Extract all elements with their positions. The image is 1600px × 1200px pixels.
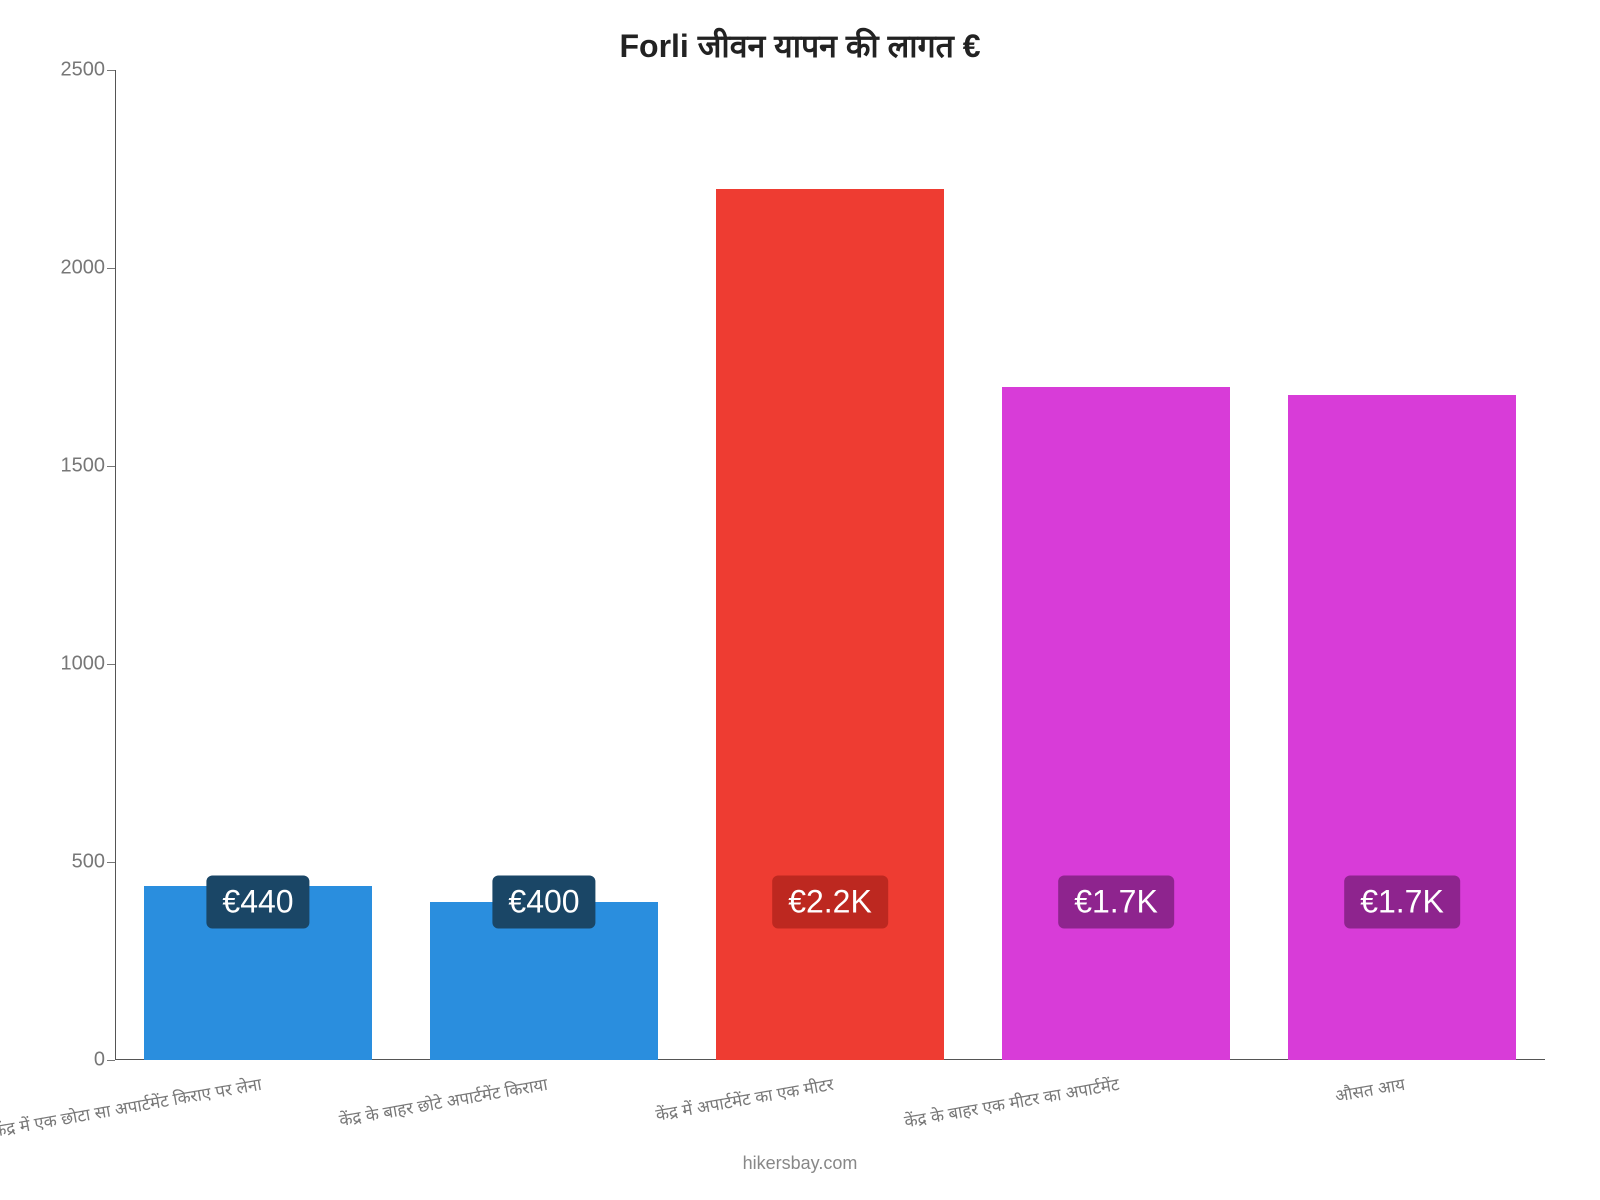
x-tick-label: केंद्र में अपार्टमेंट का एक मीटर — [653, 1066, 836, 1126]
value-badge: €1.7K — [1344, 875, 1460, 928]
bars-layer: €440 €400 €2.2K €1.7K €1.7K — [115, 70, 1545, 1060]
value-badge: €440 — [206, 875, 309, 928]
y-tick — [107, 664, 115, 665]
x-tick-label: केंद्र के बाहर छोटे अपार्टमेंट किराया — [336, 1066, 549, 1131]
y-tick — [107, 466, 115, 467]
x-tick-label: औसत आय — [1333, 1066, 1407, 1107]
bar — [716, 189, 945, 1060]
footer-credit: hikersbay.com — [0, 1153, 1600, 1174]
y-tick — [107, 70, 115, 71]
value-badge: €1.7K — [1058, 875, 1174, 928]
y-tick — [107, 862, 115, 863]
plot-area: 05001000150020002500 केंद्र में एक छोटा … — [115, 70, 1545, 1060]
y-tick — [107, 1060, 115, 1061]
bar — [1288, 395, 1517, 1060]
x-tick-label: केंद्र में एक छोटा सा अपार्टमेंट किराए प… — [0, 1066, 263, 1142]
bar — [1002, 387, 1231, 1060]
chart-title: Forli जीवन यापन की लागत € — [0, 24, 1600, 67]
x-tick-label: केंद्र के बाहर एक मीटर का अपार्टमेंट — [901, 1066, 1121, 1132]
value-badge: €2.2K — [772, 875, 888, 928]
chart-container: Forli जीवन यापन की लागत € 05001000150020… — [0, 0, 1600, 1200]
value-badge: €400 — [492, 875, 595, 928]
y-tick — [107, 268, 115, 269]
